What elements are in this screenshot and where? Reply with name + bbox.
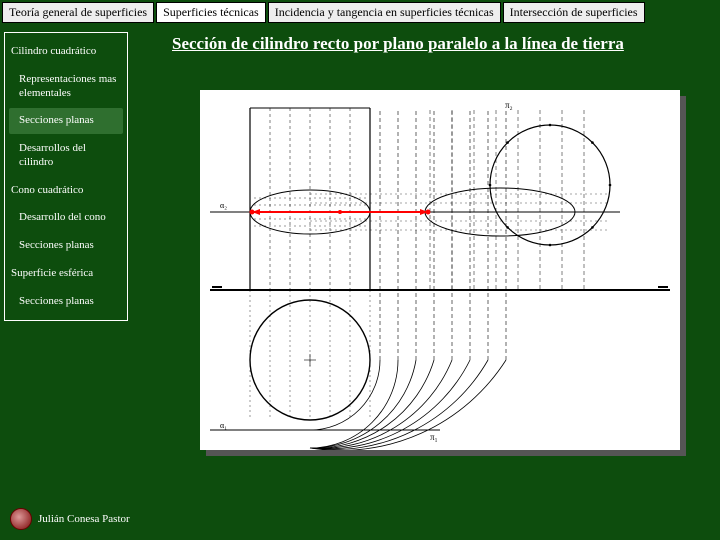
sidebar-item-esferica[interactable]: Superficie esférica [9,261,123,287]
svg-text:α₂: α₂ [220,201,227,210]
figure: α₂ π₁ π₂ α₁ [200,90,680,450]
author-badge-icon [10,508,32,530]
sidebar-item-desarrollos-cil[interactable]: Desarrollos del cilindro [9,136,123,176]
sidebar-item-cilindro[interactable]: Cilindro cuadrático [9,39,123,65]
sidebar-item-representaciones[interactable]: Representaciones mas elementales [9,67,123,107]
svg-text:α₁: α₁ [220,421,227,430]
topnav-item-tecnicas[interactable]: Superficies técnicas [156,2,266,23]
sidebar-item-desarrollo-cono[interactable]: Desarrollo del cono [9,205,123,231]
topnav-item-incidencia[interactable]: Incidencia y tangencia en superficies té… [268,2,501,23]
author-name: Julián Conesa Pastor [38,513,130,525]
figure-container: α₂ π₁ π₂ α₁ [200,90,680,450]
topnav-item-interseccion[interactable]: Intersección de superficies [503,2,645,23]
sidebar-item-secciones-cono[interactable]: Secciones planas [9,233,123,259]
sidebar: Cilindro cuadrático Representaciones mas… [4,32,128,321]
diagram-svg: α₂ π₁ π₂ α₁ [200,90,680,450]
sidebar-item-secciones-cil[interactable]: Secciones planas [9,108,123,134]
page-title: Sección de cilindro recto por plano para… [172,34,624,54]
topnav-item-teoria[interactable]: Teoría general de superficies [2,2,154,23]
sidebar-item-secciones-esf[interactable]: Secciones planas [9,289,123,315]
sidebar-item-cono[interactable]: Cono cuadrático [9,178,123,204]
top-nav: Teoría general de superficies Superficie… [0,0,720,25]
svg-text:π₂: π₂ [505,100,513,110]
svg-text:π₁: π₁ [430,432,438,442]
author-block: Julián Conesa Pastor [10,508,130,530]
